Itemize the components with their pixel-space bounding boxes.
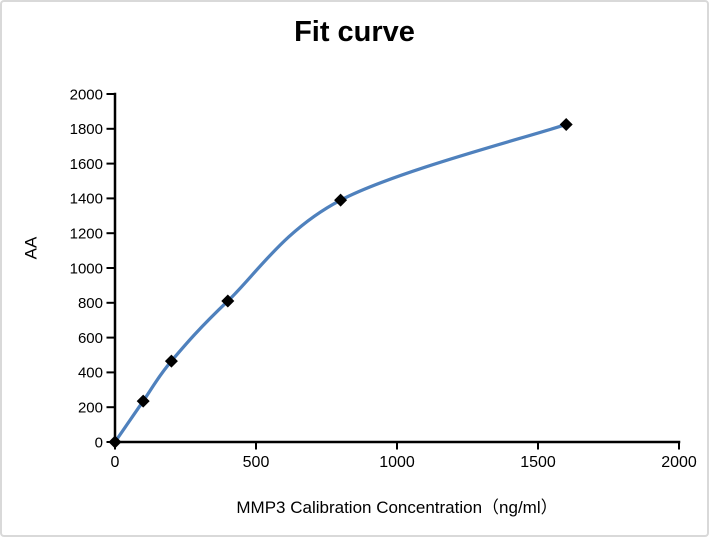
x-tick-label: 1000 <box>379 454 415 471</box>
y-tick-label: 1600 <box>70 156 103 173</box>
y-tick-label: 800 <box>78 295 103 312</box>
data-point-marker <box>108 435 122 449</box>
axis-lines <box>113 92 681 444</box>
data-point-marker <box>559 117 573 131</box>
y-tick-label: 1400 <box>70 191 103 208</box>
y-tick-label: 1800 <box>70 121 103 138</box>
x-tick-label: 1500 <box>520 454 556 471</box>
data-point-marker <box>136 394 150 408</box>
data-point-marker <box>334 193 348 207</box>
x-tick-label: 500 <box>243 454 270 471</box>
x-tick-label: 0 <box>111 454 120 471</box>
y-tick-label: 600 <box>78 330 103 347</box>
y-tick-label: 400 <box>78 365 103 382</box>
y-tick-label: 1000 <box>70 260 103 277</box>
x-axis-title: MMP3 Calibration Concentration（ng/ml） <box>236 498 558 517</box>
chart-title: Fit curve <box>294 16 415 48</box>
y-tick-label: 200 <box>78 399 103 416</box>
data-point-marker <box>164 354 178 368</box>
y-tick-label: 2000 <box>70 86 103 103</box>
data-point-marker <box>221 294 235 308</box>
y-tick-label: 1200 <box>70 225 103 242</box>
fit-curve-line <box>113 122 568 444</box>
y-tick-label: 0 <box>95 434 103 451</box>
x-tick-label: 2000 <box>661 454 697 471</box>
